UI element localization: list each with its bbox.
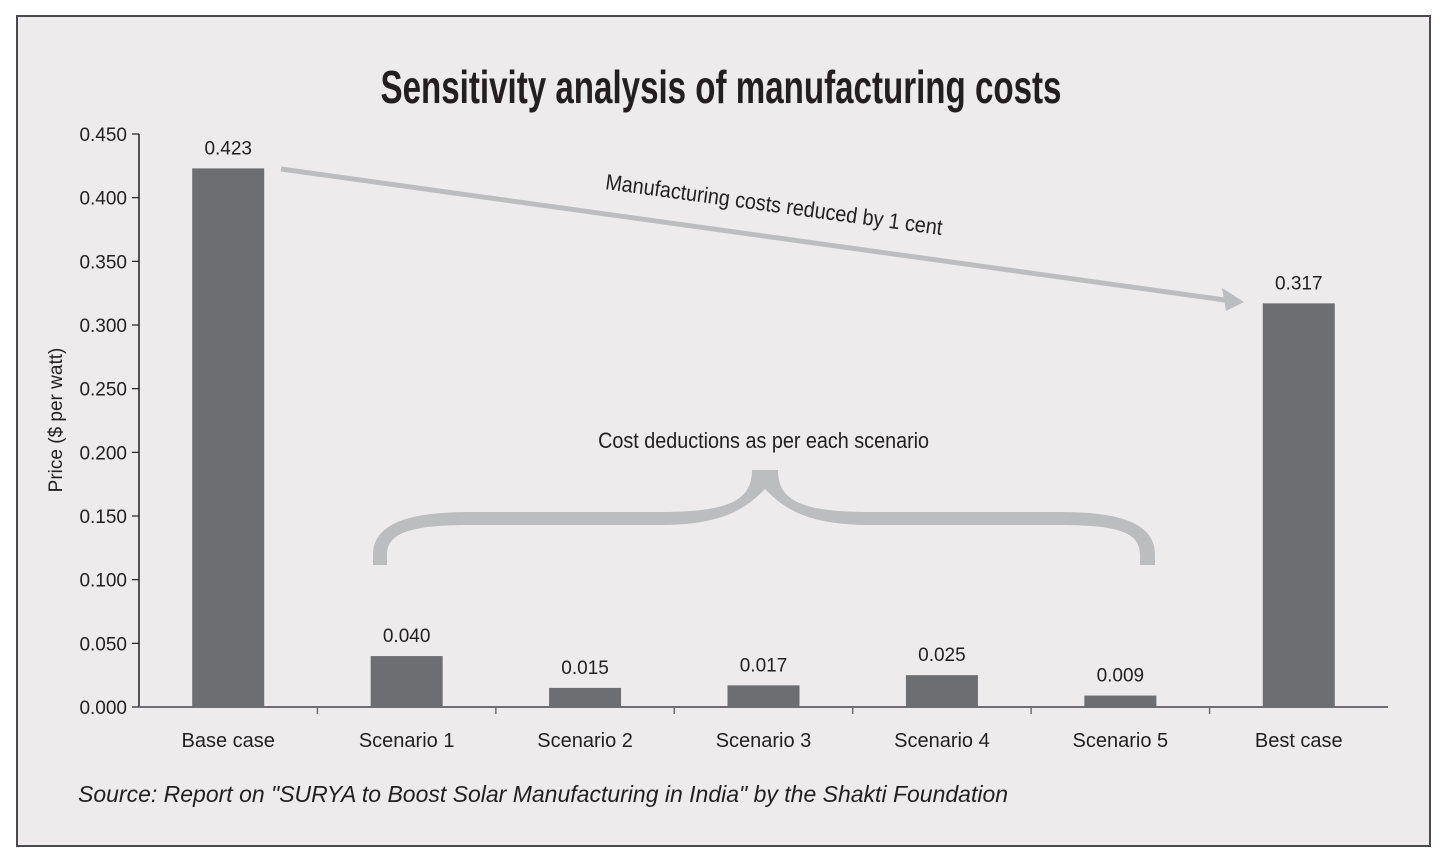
- x-tick-label: Scenario 3: [716, 730, 812, 752]
- y-tick-label: 0.400: [79, 189, 127, 210]
- bar: [192, 168, 265, 707]
- data-label: 0.015: [561, 658, 609, 679]
- category-labels: Base case Scenario 1 Scenario 2 Scenario 3 S…: [182, 730, 1343, 752]
- x-axis: [139, 706, 1388, 714]
- y-tick-label: 0.050: [79, 634, 127, 655]
- y-tick-label: 0.450: [79, 125, 127, 146]
- x-tick-label: Base case: [182, 730, 275, 752]
- bar: [370, 656, 443, 707]
- x-tick-label: Scenario 5: [1073, 730, 1169, 752]
- x-tick-label: Best case: [1255, 730, 1343, 752]
- y-tick-label: 0.000: [79, 698, 127, 719]
- arrow-head-icon: [1222, 288, 1244, 311]
- y-axis-title: Price ($ per watt): [46, 348, 67, 493]
- arrow-line: [280, 166, 1226, 303]
- y-tick-label: 0.350: [79, 252, 127, 273]
- chart-title: Sensitivity analysis of manufacturing co…: [381, 63, 1062, 113]
- brace-icon: [373, 470, 1155, 565]
- brace-annotation: Cost deductions as per each scenario: [598, 429, 929, 453]
- bar: [905, 675, 978, 707]
- y-tick-label: 0.300: [79, 316, 127, 337]
- data-label: 0.317: [1275, 273, 1323, 294]
- data-label: 0.009: [1097, 666, 1145, 687]
- y-tick-label: 0.250: [79, 380, 127, 401]
- bar: [727, 685, 800, 707]
- y-tick-label: 0.150: [79, 507, 127, 528]
- bar: [549, 687, 622, 707]
- bar: [1084, 695, 1157, 707]
- data-label: 0.423: [204, 138, 252, 159]
- bars: [192, 168, 1335, 707]
- x-tick-label: Scenario 4: [894, 730, 990, 752]
- data-label: 0.040: [383, 626, 431, 647]
- bar: [1262, 303, 1335, 707]
- data-label: 0.025: [918, 645, 966, 666]
- data-label: 0.017: [740, 655, 788, 676]
- y-tick-label: 0.100: [79, 571, 127, 592]
- x-tick-label: Scenario 1: [359, 730, 455, 752]
- value-labels: 0.423 0.040 0.015 0.017 0.025 0.009 0.317: [204, 138, 1322, 686]
- reduction-arrow: [280, 166, 1244, 311]
- arrow-annotation: Manufacturing costs reduced by 1 cent: [604, 170, 944, 240]
- x-tick-label: Scenario 2: [537, 730, 633, 752]
- source-note: Source: Report on "SURYA to Boost Solar …: [78, 781, 1008, 807]
- y-axis: 0.000 0.050 0.100 0.150 0.200 0.250 0.300 0.350…: [79, 125, 140, 719]
- y-tick-label: 0.200: [79, 443, 127, 464]
